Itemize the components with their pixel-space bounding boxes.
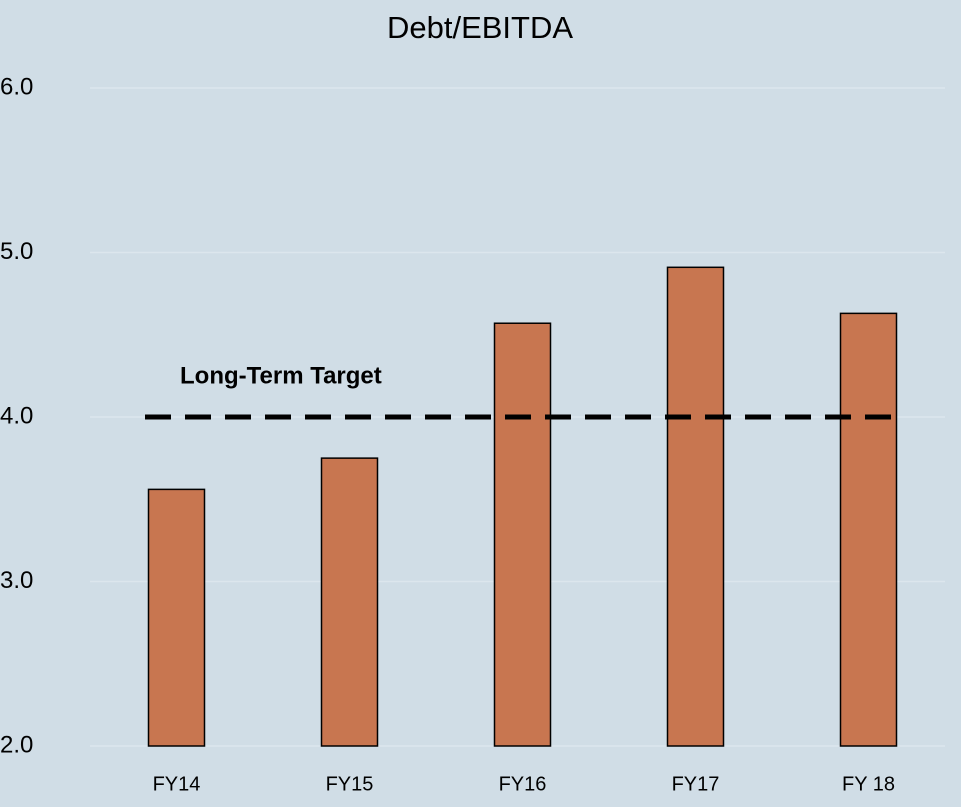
y-tick-label: 4.0 xyxy=(0,402,33,429)
y-tick-label: 5.0 xyxy=(0,238,33,265)
x-tick-label: FY15 xyxy=(326,773,374,795)
bar xyxy=(666,266,725,747)
bar xyxy=(320,457,379,747)
y-tick-label: 3.0 xyxy=(0,567,33,594)
bar xyxy=(147,488,206,747)
x-tick-label: FY 18 xyxy=(842,773,895,795)
bar xyxy=(493,322,552,747)
x-tick-label: FY14 xyxy=(153,773,201,795)
bar xyxy=(839,312,898,747)
chart-title: Debt/EBITDA xyxy=(387,10,573,45)
x-tick-label: FY17 xyxy=(672,773,720,795)
x-tick-label: FY16 xyxy=(499,773,547,795)
target-label: Long-Term Target xyxy=(180,362,382,389)
y-tick-label: 6.0 xyxy=(0,73,33,100)
y-tick-label: 2.0 xyxy=(0,731,33,758)
